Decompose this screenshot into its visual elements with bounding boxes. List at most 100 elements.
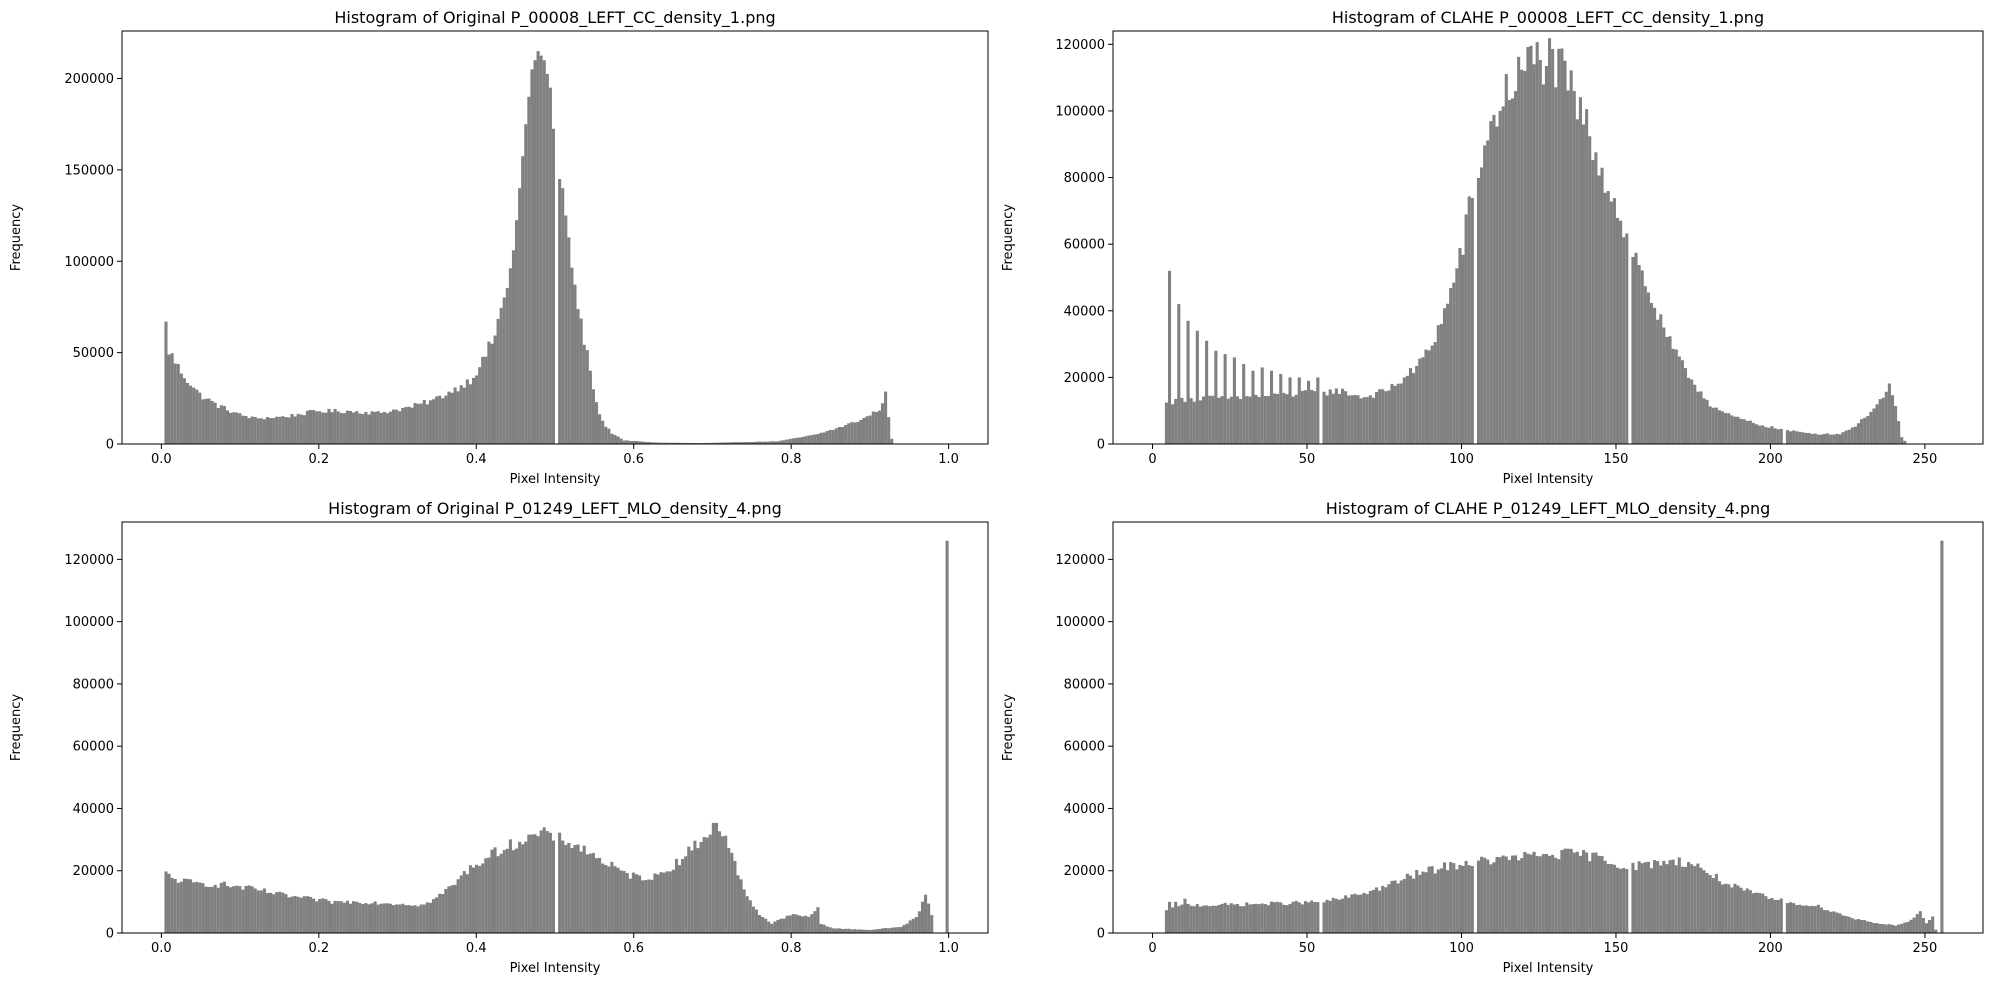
histogram-bar (1714, 873, 1718, 933)
histogram-bar (395, 409, 399, 444)
histogram-bar (1730, 415, 1734, 444)
histogram-bar (1470, 197, 1474, 444)
y-tick-label: 120000 (1055, 553, 1105, 568)
histogram-bar (481, 863, 485, 933)
histogram-bar (1269, 370, 1274, 444)
histogram-bar (1300, 390, 1304, 444)
histogram-bar (364, 411, 368, 444)
histogram-bar (1180, 397, 1184, 444)
histogram-bar (1767, 427, 1771, 444)
histogram-bar (376, 411, 380, 444)
histogram-bar (551, 840, 555, 933)
histogram-bar (278, 416, 282, 444)
histogram-bar (388, 411, 393, 444)
histogram-bar (1486, 140, 1490, 444)
histogram-bar (287, 897, 291, 933)
histogram-bar (265, 893, 269, 933)
histogram-bar (1603, 860, 1607, 933)
x-tick-label: 150 (1604, 941, 1629, 956)
histogram-panel-1: 0.0 0.2 0.4 0.6 0.8 1.0 0 50000 100000 150000 2000… (9, 8, 989, 487)
histogram-bar (1544, 854, 1548, 933)
histogram-bar (1918, 911, 1922, 933)
histogram-bar (770, 923, 774, 933)
histogram-bar (1279, 374, 1283, 444)
chart-title: Histogram of CLAHE P_00008_LEFT_CC_densi… (1332, 8, 1764, 28)
histogram-bar (1560, 850, 1564, 933)
histogram-bar (1934, 929, 1938, 933)
histogram-bar (1742, 419, 1746, 444)
histogram-bar (1680, 866, 1684, 933)
histogram-bar (1764, 896, 1768, 933)
histogram-bar (1637, 265, 1641, 444)
histogram-bar (761, 916, 765, 933)
histogram-bar (751, 441, 755, 444)
histogram-bar (594, 402, 599, 444)
y-tick-label: 60000 (1064, 238, 1105, 253)
histogram-bar (625, 873, 629, 933)
histogram-bar (1643, 862, 1647, 933)
histogram-bar (1396, 883, 1400, 933)
x-tick-label: 0.4 (466, 452, 487, 467)
histogram-bar (1464, 214, 1468, 444)
histogram-bar (841, 427, 845, 444)
histogram-bar (610, 433, 614, 444)
histogram-panel-2: 0 50 100 150 200 250 0 20000 40000 60000 80000 1000… (1001, 8, 1984, 487)
histogram-bar (1631, 256, 1635, 444)
histogram-bar (533, 60, 537, 445)
histogram-bar (1424, 872, 1428, 933)
histogram-bar (797, 437, 802, 444)
histogram-bar (619, 438, 623, 444)
histogram-bar (924, 894, 928, 933)
histogram-bar (601, 863, 605, 933)
histogram-bar (622, 871, 626, 933)
x-tick-label: 0.2 (308, 941, 329, 956)
histogram-bar (1612, 864, 1616, 933)
histogram-bar (1792, 430, 1796, 444)
histogram-bar (813, 911, 817, 933)
histogram-bar (459, 385, 463, 444)
histogram-bar (594, 858, 599, 933)
histogram-bar (558, 179, 562, 444)
histogram-bar (1668, 336, 1672, 444)
y-tick-label: 0 (106, 927, 114, 942)
histogram-bar (1316, 902, 1320, 933)
histogram-bar (1730, 887, 1734, 933)
histogram-bar (1412, 878, 1416, 933)
histogram-bar (1510, 98, 1515, 445)
histogram-bar (284, 417, 288, 444)
histogram-bar (1751, 893, 1755, 933)
histogram-bar (1390, 383, 1394, 444)
histogram-bar (702, 442, 706, 444)
histogram-bar (837, 928, 842, 933)
histogram-bar (1548, 38, 1552, 445)
histogram-bar (499, 307, 503, 444)
histogram-bar (189, 879, 193, 933)
histogram-bar (1263, 395, 1267, 444)
x-tick-label: 50 (1299, 452, 1316, 467)
histogram-bar (1544, 66, 1548, 444)
histogram-bar (1924, 923, 1929, 933)
histogram-bar (1408, 875, 1413, 933)
histogram-bar (634, 874, 639, 933)
histogram-bar (179, 373, 183, 444)
histogram-bar (1572, 90, 1576, 445)
histogram-bar (822, 924, 826, 933)
histogram-bar (1294, 394, 1298, 444)
histogram-bar (1705, 399, 1709, 444)
histogram-bar (1764, 427, 1768, 444)
histogram-bar (1606, 863, 1610, 933)
histogram-bar (1341, 898, 1345, 933)
histogram-bar (1353, 395, 1357, 444)
y-axis: 0 50000 100000 150000 200000 (64, 72, 122, 453)
y-tick-label: 100000 (1055, 104, 1105, 119)
histogram-bar (1838, 434, 1842, 444)
histogram-bar (1393, 880, 1397, 933)
histogram-bar (1554, 87, 1558, 445)
histogram-bar (1841, 432, 1845, 444)
histogram-bar (674, 442, 679, 444)
histogram-bar (1532, 851, 1536, 933)
histogram-bar (247, 418, 251, 444)
histogram-bar (1449, 862, 1453, 933)
histogram-bar (582, 845, 586, 933)
histogram-bar (711, 822, 715, 933)
